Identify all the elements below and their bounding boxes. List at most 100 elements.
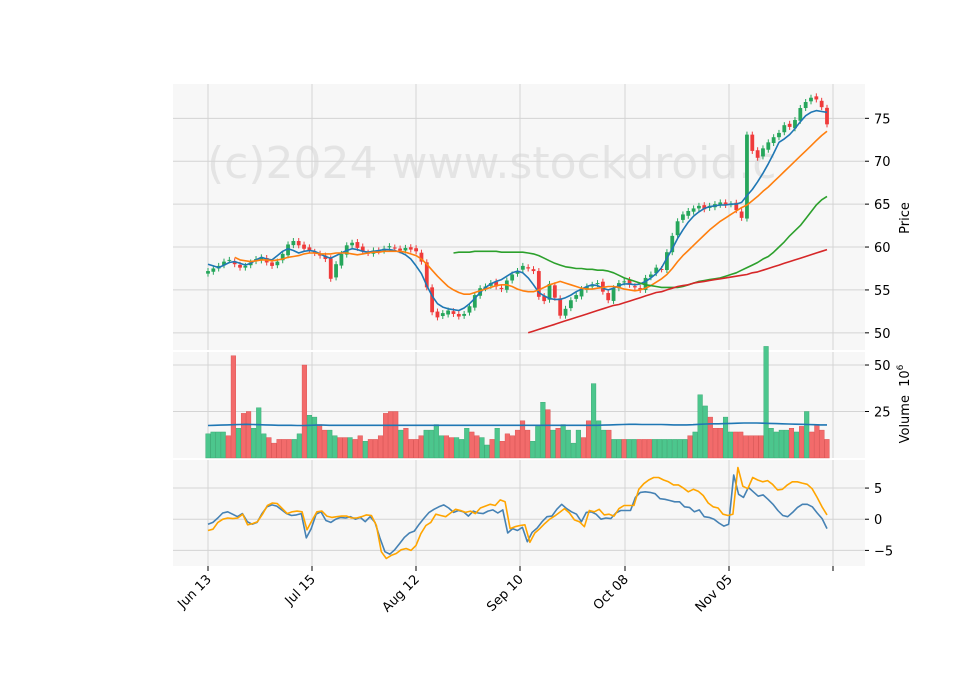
volume-bar	[317, 424, 323, 459]
candle-body	[542, 296, 547, 302]
volume-bar	[235, 428, 241, 459]
candle-body	[243, 265, 248, 268]
volume-bar	[717, 428, 723, 459]
volume-bar	[626, 439, 632, 459]
candle-body	[643, 277, 648, 290]
candle-body	[232, 261, 237, 265]
volume-bar	[540, 402, 546, 459]
candle-body	[798, 108, 803, 121]
volume-bar	[555, 428, 561, 459]
candle-body	[745, 134, 749, 219]
oscillator-line-1	[207, 474, 828, 556]
candle-body	[451, 311, 456, 314]
volume-bar	[509, 435, 515, 459]
candle-body	[697, 205, 701, 209]
volume-bar	[682, 439, 688, 459]
candle-body	[552, 285, 557, 298]
candle-body	[387, 246, 392, 248]
candle-body	[723, 202, 728, 205]
volume-bar	[575, 429, 581, 459]
candle-body	[681, 214, 685, 220]
volume-bar	[398, 429, 404, 459]
volume-bar	[545, 409, 551, 459]
volume-bar	[794, 431, 800, 459]
price-panel: 50 55 60 65 70 75	[173, 84, 891, 350]
volume-bar	[631, 439, 637, 459]
volume-bar	[276, 439, 282, 459]
volume-bar	[469, 431, 475, 459]
volume-bar	[449, 437, 455, 459]
candle-body	[206, 271, 210, 274]
candle-body	[563, 308, 568, 316]
candle-body	[430, 287, 435, 313]
candle-body	[702, 205, 707, 210]
moving-average-line-3	[453, 195, 828, 289]
volume-bar	[281, 439, 287, 459]
candle-body	[211, 268, 216, 272]
candle-body	[579, 289, 584, 297]
volume-bar	[225, 435, 231, 459]
volume-bar	[763, 346, 769, 459]
volume-bar	[266, 437, 272, 459]
candle-body	[718, 202, 723, 205]
volume-bar	[418, 435, 424, 459]
x-tick-label: Oct 08	[591, 572, 632, 613]
volume-bar	[636, 439, 642, 459]
candle-body	[238, 264, 242, 268]
volume-bar	[525, 429, 531, 459]
volume-bar	[312, 416, 318, 459]
volume-bar	[499, 441, 505, 459]
volume-bar	[585, 420, 592, 459]
candle-body	[531, 269, 536, 272]
candle-body	[814, 96, 819, 100]
volume-bar	[591, 383, 597, 459]
x-tick-label: Aug 12	[380, 572, 423, 615]
candle-body	[782, 125, 787, 133]
y-tick-label: 50	[874, 359, 891, 374]
candle-body	[355, 242, 360, 248]
volume-bar	[753, 435, 759, 459]
candle-body	[526, 267, 531, 269]
volume-bar	[474, 435, 480, 459]
candle-body	[286, 244, 290, 256]
x-tick-label: Sep 10	[484, 572, 527, 615]
y-tick-label: 0	[874, 513, 882, 528]
candle-body	[403, 247, 408, 251]
candle-body	[275, 261, 280, 266]
volume-bar	[687, 435, 693, 459]
candle-body	[456, 313, 461, 317]
volume-bar	[438, 435, 444, 459]
candle-body	[809, 97, 813, 102]
candle-body	[307, 247, 312, 251]
volume-bar	[535, 426, 541, 459]
candle-body	[547, 283, 552, 300]
volume-bar	[743, 435, 749, 459]
candle-body	[686, 210, 691, 216]
y-tick-label: 25	[874, 406, 891, 421]
candle-body	[595, 283, 600, 285]
candle-body	[302, 244, 306, 249]
x-tick-label: Jun 13	[175, 572, 215, 612]
volume-bar	[322, 429, 328, 459]
volume-bar	[788, 428, 795, 459]
candle-body	[467, 306, 472, 313]
candle-body	[649, 274, 653, 278]
volume-bar	[459, 439, 465, 459]
volume-bar	[606, 429, 612, 459]
candle-body	[424, 262, 429, 288]
candle-body	[222, 261, 226, 266]
volume-bar	[327, 429, 333, 459]
volume-bar	[722, 416, 729, 459]
candle-body	[691, 208, 696, 212]
volume-bar	[520, 420, 526, 459]
oscillator-panel: −5 0 5	[173, 460, 893, 566]
volume-bar	[651, 439, 658, 459]
volume-bar	[347, 437, 353, 459]
volume-bar	[768, 428, 774, 459]
candle-body	[446, 310, 451, 315]
y-tick-label: 60	[874, 241, 891, 256]
candle-body	[520, 265, 525, 270]
volume-bar	[251, 428, 257, 459]
volume-bar	[758, 435, 764, 459]
volume-bar	[809, 431, 815, 459]
